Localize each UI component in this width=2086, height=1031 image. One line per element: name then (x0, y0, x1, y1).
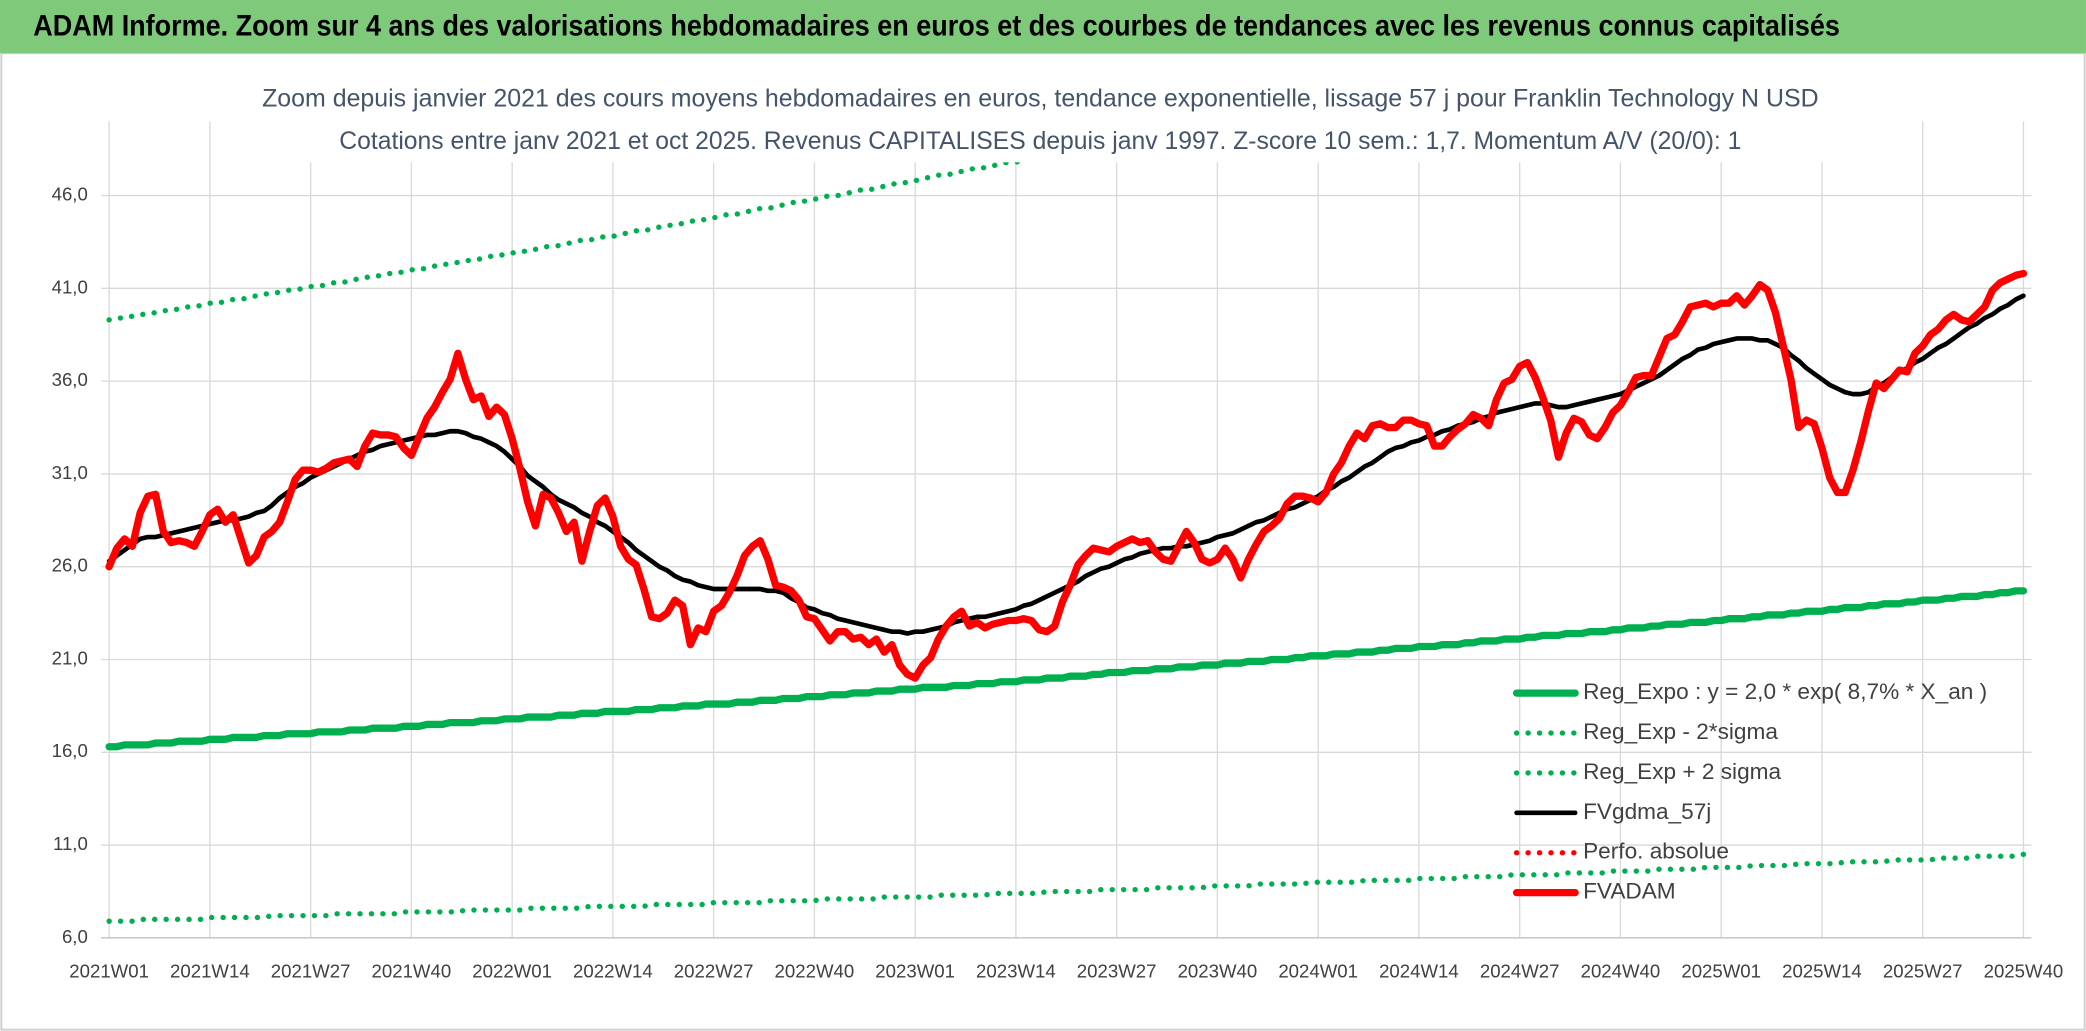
y-tick-label: 46,0 (52, 183, 88, 204)
header-title: ADAM Informe. Zoom sur 4 ans des valoris… (33, 11, 1840, 43)
x-tick-label: 2022W40 (775, 960, 855, 981)
y-tick-label: 6,0 (62, 926, 88, 947)
x-tick-label: 2024W40 (1581, 960, 1661, 981)
chart-subtitle: Cotations entre janv 2021 et oct 2025. R… (339, 127, 1741, 155)
title-box (252, 77, 1826, 163)
x-tick-label: 2021W27 (271, 960, 351, 981)
y-tick-label: 11,0 (53, 833, 88, 854)
x-tick-label: 2022W01 (472, 960, 552, 981)
legend-label: Perfo. absolue (1583, 839, 1729, 864)
y-tick-label: 36,0 (52, 369, 88, 390)
series-line (105, 269, 2028, 682)
x-tick-label: 2025W40 (1984, 960, 2064, 981)
x-tick-label: 2021W40 (372, 960, 452, 981)
legend: Reg_Expo : y = 2,0 * exp( 8,7% * X_an ) R… (1512, 679, 1987, 904)
x-tick-label: 2022W27 (674, 960, 754, 981)
x-tick-label: 2023W27 (1077, 960, 1157, 981)
x-tick-label: 2021W14 (170, 960, 250, 981)
x-tick-label: 2024W01 (1278, 960, 1358, 981)
x-tick-label: 2025W27 (1883, 960, 1963, 981)
series-line (106, 851, 2027, 924)
legend-label: FVADAM (1583, 879, 1676, 904)
y-tick-label: 16,0 (52, 740, 88, 761)
chart-title: Zoom depuis janvier 2021 des cours moyen… (262, 84, 1818, 112)
series-line (105, 587, 2028, 751)
x-tick-label: 2023W01 (875, 960, 955, 981)
x-tick-label: 2021W01 (69, 960, 149, 981)
y-tick-label: 31,0 (52, 462, 88, 483)
legend-label: Reg_Exp - 2*sigma (1583, 719, 1778, 744)
legend-label: FVgdma_57j (1583, 799, 1711, 824)
x-tick-label: 2023W14 (976, 960, 1056, 981)
y-tick-label: 21,0 (52, 647, 88, 668)
x-tick-label: 2022W14 (573, 960, 653, 981)
x-tick-label: 2025W14 (1782, 960, 1862, 981)
legend-label: Reg_Exp + 2 sigma (1583, 759, 1781, 784)
header-bar (0, 0, 2086, 54)
x-tick-label: 2025W01 (1681, 960, 1761, 981)
grid: 6,0 11,0 16,0 21,0 26,0 31,0 36,0 41,0 46,0 2021W… (52, 121, 2064, 981)
x-tick-label: 2024W27 (1480, 960, 1560, 981)
x-tick-label: 2024W14 (1379, 960, 1459, 981)
y-tick-label: 41,0 (52, 276, 88, 297)
x-tick-label: 2023W40 (1178, 960, 1258, 981)
plot (105, 121, 2028, 924)
y-tick-label: 26,0 (52, 555, 88, 576)
legend-label: Reg_Expo : y = 2,0 * exp( 8,7% * X_an ) (1583, 679, 1987, 704)
